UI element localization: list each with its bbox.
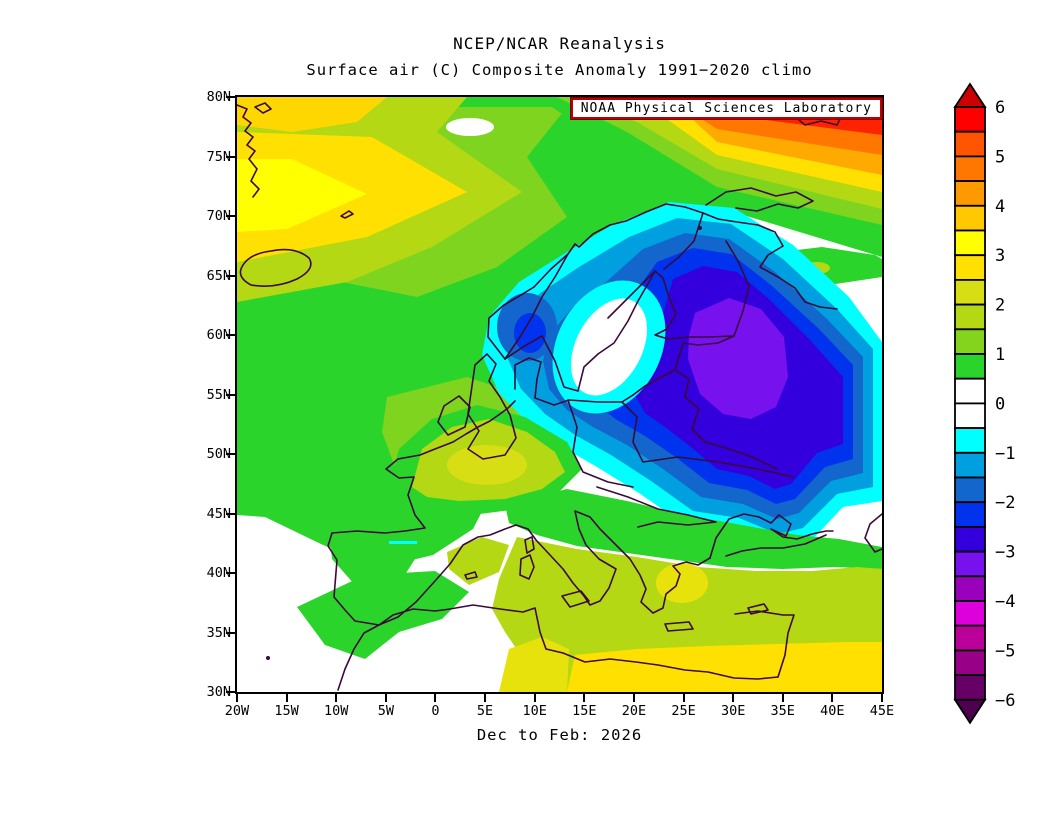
- lon-tick-mark: [682, 694, 685, 702]
- colorbar-tick-label: −5: [995, 641, 1015, 661]
- lon-tick-label: 35E: [770, 703, 795, 719]
- colorbar-tick-label: −2: [995, 493, 1015, 513]
- lon-tick-label: 10E: [522, 703, 547, 719]
- lon-tick-mark: [880, 694, 883, 702]
- lon-tick-mark: [831, 694, 834, 702]
- lat-tick-label: 55N: [206, 386, 231, 403]
- lat-tick-label: 35N: [206, 624, 231, 641]
- colorbar-segment: [954, 229, 986, 257]
- lat-tick-label: 80N: [206, 89, 231, 105]
- lat-tick-label: 65N: [206, 267, 231, 284]
- colorbar-segment: [954, 402, 986, 429]
- lon-tick-mark: [335, 694, 338, 702]
- lat-tick-mark: [226, 155, 235, 158]
- lat-tick-mark: [226, 453, 235, 455]
- lon-tick-mark: [484, 694, 487, 702]
- lon-tick-mark: [583, 694, 586, 702]
- lat-tick-label: 40N: [206, 565, 231, 581]
- lon-tick-mark: [434, 694, 437, 702]
- colorbar-segment: [954, 328, 986, 355]
- lat-tick-label: 50N: [206, 446, 231, 462]
- lon-tick-label: 5W: [377, 703, 394, 719]
- lat-tick-label: 30N: [206, 684, 231, 700]
- colorbar-segment: [954, 427, 986, 454]
- colorbar-segment: [954, 575, 986, 602]
- colorbar: 6 5 4 3 2 1 0 −1 −2 −3 −4 −5 −6: [953, 82, 1015, 725]
- colorbar-tick-label: 1: [995, 345, 1005, 365]
- lon-tick-mark: [632, 694, 635, 702]
- colorbar-tick-label: 3: [995, 246, 1005, 266]
- lat-tick-mark: [226, 215, 235, 217]
- lat-tick-mark: [226, 393, 235, 396]
- colorbar-segment: [954, 204, 986, 232]
- colorbar-segment: [954, 525, 986, 553]
- colorbar-segment: [954, 501, 986, 528]
- lat-tick-label: 60N: [206, 327, 231, 343]
- colorbar-segment: [954, 130, 986, 158]
- lat-tick-mark: [226, 572, 235, 574]
- noaa-watermark: NOAA Physical Sciences Laboratory: [569, 97, 884, 120]
- lat-tick-label: 75N: [206, 148, 231, 165]
- anomaly-map: [237, 97, 882, 692]
- lat-tick-mark: [226, 512, 235, 515]
- colorbar-segment: [954, 155, 986, 183]
- lat-tick-mark: [226, 96, 235, 98]
- lon-tick-mark: [285, 694, 288, 702]
- lat-tick-mark: [226, 691, 235, 693]
- lon-tick-mark: [236, 694, 238, 702]
- colorbar-tick-label: −3: [995, 543, 1015, 563]
- colorbar-segment: [954, 600, 986, 627]
- lon-tick-mark: [533, 694, 536, 702]
- colorbar-segment: [954, 377, 986, 405]
- lon-tick-label: 0: [431, 703, 440, 719]
- lat-tick-mark: [226, 334, 235, 336]
- colorbar-segment: [954, 550, 986, 578]
- colorbar-tick-label: 6: [995, 98, 1005, 118]
- lon-tick-label: 20W: [224, 703, 250, 719]
- lat-tick-mark: [226, 631, 235, 634]
- colorbar-segment: [954, 254, 986, 281]
- colorbar-segment: [954, 180, 986, 207]
- colorbar-tick-label: 5: [995, 147, 1005, 167]
- plot-subtitle: Surface air (C) Composite Anomaly 1991−2…: [306, 61, 813, 79]
- anomaly-field: [237, 97, 882, 692]
- colorbar-segment: [954, 451, 986, 479]
- lon-tick-label: 40E: [820, 703, 845, 719]
- lon-tick-label: 20E: [621, 703, 647, 719]
- composite-period-caption: Dec to Feb: 2026: [476, 726, 643, 744]
- colorbar-segment: [954, 649, 986, 677]
- coastlines: [237, 98, 882, 691]
- lat-tick-label: 45N: [206, 505, 231, 522]
- plot-title: NCEP/NCAR Reanalysis: [453, 34, 666, 53]
- colorbar-segment: [954, 674, 986, 701]
- lon-tick-label: 10W: [324, 703, 349, 719]
- colorbar-segment: [954, 624, 986, 652]
- colorbar-tick-label: −6: [995, 691, 1015, 711]
- colorbar-arrow-bottom: [953, 698, 987, 725]
- lon-tick-label: 25E: [671, 703, 696, 719]
- lon-tick-label: 45E: [869, 703, 895, 719]
- lat-tick-label: 70N: [206, 208, 231, 224]
- colorbar-tick-label: −1: [995, 444, 1015, 464]
- lon-tick-label: 15E: [572, 703, 597, 719]
- map-frame: NOAA Physical Sciences Laboratory: [235, 95, 884, 694]
- lon-tick-label: 30E: [720, 703, 746, 719]
- lon-tick-label: 15W: [274, 703, 299, 719]
- lat-tick-mark: [226, 274, 235, 277]
- colorbar-segment: [954, 278, 986, 306]
- colorbar-segment: [954, 353, 986, 380]
- colorbar-segment: [954, 303, 986, 331]
- colorbar-tick-label: 0: [995, 394, 1005, 414]
- colorbar-tick-label: 2: [995, 296, 1005, 316]
- colorbar-segment: [954, 106, 986, 133]
- colorbar-arrow-top: [953, 82, 987, 108]
- lon-tick-mark: [384, 694, 387, 702]
- colorbar-tick-label: 4: [995, 197, 1005, 217]
- colorbar-tick-label: −4: [995, 592, 1015, 612]
- lon-tick-mark: [732, 694, 735, 702]
- lon-tick-mark: [781, 694, 784, 702]
- colorbar-segment: [954, 476, 986, 504]
- lon-tick-label: 5E: [476, 703, 494, 719]
